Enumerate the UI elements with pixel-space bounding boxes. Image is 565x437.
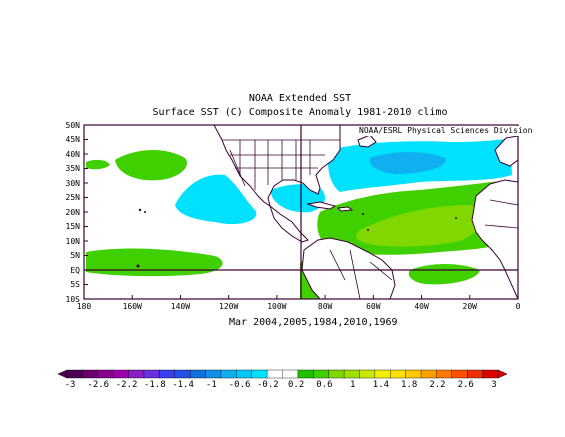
colorbar-swatch bbox=[266, 369, 284, 379]
lat-label: 45N bbox=[65, 135, 80, 144]
colorbar-swatch bbox=[189, 369, 207, 379]
lon-label: 100W bbox=[267, 302, 287, 311]
cuba bbox=[306, 201, 337, 210]
colorbar-swatch bbox=[282, 369, 299, 379]
lon-label: 0 bbox=[515, 302, 521, 311]
colorbar-swatch bbox=[143, 369, 160, 379]
colorbar-swatch bbox=[205, 369, 222, 379]
colorbar-swatch bbox=[467, 369, 484, 379]
anomaly-shading bbox=[86, 138, 515, 299]
lon-label: 180 bbox=[76, 302, 92, 311]
colorbar-swatch bbox=[390, 369, 407, 379]
lat-label: 50N bbox=[65, 120, 80, 130]
lat-label: 10N bbox=[65, 236, 80, 246]
colorbar-label: -3 bbox=[64, 380, 76, 390]
lat-label: 5S bbox=[70, 280, 80, 289]
anomaly-green-west bbox=[86, 159, 110, 170]
lon-label: 140W bbox=[170, 302, 191, 311]
colorbar-label: -1.8 bbox=[143, 380, 166, 390]
colorbar-swatch bbox=[112, 369, 130, 379]
composite-years-label: Mar 2004,2005,1984,2010,1969 bbox=[229, 317, 398, 328]
lat-label: 30N bbox=[65, 178, 80, 188]
colorbar-max-arrow bbox=[497, 369, 508, 379]
colorbar-label: -1 bbox=[205, 380, 217, 390]
africa bbox=[471, 179, 518, 299]
colorbar-swatch bbox=[97, 369, 114, 379]
colorbar-swatch bbox=[420, 369, 437, 379]
admin-borders bbox=[222, 139, 518, 299]
colorbar-swatch bbox=[159, 369, 176, 379]
colorbar-swatch bbox=[236, 369, 253, 379]
lon-label: 60W bbox=[366, 302, 381, 311]
lon-label: 80W bbox=[317, 302, 333, 311]
colorbar-label: 2.2 bbox=[429, 380, 446, 390]
colorbar-swatch bbox=[482, 369, 499, 379]
lat-label: EQ bbox=[70, 265, 80, 275]
anomaly-blue-atlantic bbox=[369, 152, 446, 174]
colorbar-label: 2.6 bbox=[457, 380, 474, 390]
anomaly-green-northpacific bbox=[115, 149, 188, 181]
anomaly-green-southatlantic bbox=[408, 264, 480, 285]
lat-label: 40N bbox=[65, 149, 80, 159]
colorbar-label: 0.2 bbox=[287, 380, 305, 390]
small-islands bbox=[136, 208, 457, 268]
anomaly-yellowgreen-atlantic bbox=[356, 205, 482, 247]
colorbar-swatch bbox=[220, 369, 237, 379]
colorbar-swatch bbox=[359, 369, 376, 379]
map-subtitle: Surface SST (C) Composite Anomaly 1981-2… bbox=[152, 107, 448, 118]
anomaly-cyan-eastpacific bbox=[175, 174, 257, 225]
lat-tick-marks bbox=[84, 124, 88, 300]
colorbar-swatch bbox=[374, 369, 391, 379]
colorbar-label: 1 bbox=[349, 380, 356, 390]
colorbar-label: 3 bbox=[491, 380, 497, 390]
lon-label: 20W bbox=[462, 302, 477, 311]
colorbar-swatch bbox=[405, 369, 422, 379]
lat-label: 20N bbox=[65, 207, 80, 217]
lon-label: 120W bbox=[219, 302, 239, 311]
colorbar-swatch bbox=[328, 369, 345, 379]
colorbar-label: 1.8 bbox=[401, 380, 418, 390]
colorbar-swatch bbox=[174, 369, 191, 379]
colorbar-swatch bbox=[66, 369, 83, 379]
colorbar-swatch bbox=[251, 369, 268, 379]
colorbar-label: 1.4 bbox=[372, 380, 390, 390]
europe-iberia bbox=[494, 135, 518, 167]
north-america bbox=[213, 125, 341, 208]
colorbar-label: -1.4 bbox=[172, 380, 194, 390]
colorbar-swatch bbox=[451, 369, 468, 379]
map-title: NOAA Extended SST bbox=[248, 93, 352, 104]
lon-label: 40W bbox=[414, 302, 429, 311]
colorbar-label: -2.6 bbox=[87, 380, 110, 390]
colorbar bbox=[57, 369, 508, 379]
colorbar-label: 0.6 bbox=[316, 380, 333, 390]
colorbar-swatch bbox=[128, 369, 145, 379]
colorbar-label: -0.2 bbox=[257, 380, 279, 390]
lon-tick-marks bbox=[83, 295, 519, 299]
lat-label: 5N bbox=[70, 251, 80, 260]
colorbar-swatch bbox=[436, 369, 453, 379]
colorbar-swatch bbox=[297, 369, 314, 379]
lat-label: 35N bbox=[65, 164, 80, 173]
coastlines bbox=[213, 125, 518, 299]
lat-label: 15N bbox=[65, 222, 80, 231]
lat-label: 25N bbox=[65, 193, 80, 202]
anomaly-green-eqpacific bbox=[86, 248, 223, 277]
lat-label: 10S bbox=[65, 294, 80, 304]
credit-label: NOAA/ESRL Physical Sciences Division bbox=[358, 126, 534, 136]
colorbar-min-arrow bbox=[57, 369, 68, 379]
lon-label: 160W bbox=[122, 302, 142, 311]
colorbar-label: -2.2 bbox=[115, 380, 138, 390]
colorbar-label: -0.6 bbox=[228, 380, 251, 390]
colorbar-swatch bbox=[343, 369, 360, 379]
central-america bbox=[268, 204, 309, 243]
colorbar-swatch bbox=[82, 369, 99, 379]
hispaniola bbox=[336, 206, 354, 212]
colorbar-swatch bbox=[313, 369, 330, 379]
